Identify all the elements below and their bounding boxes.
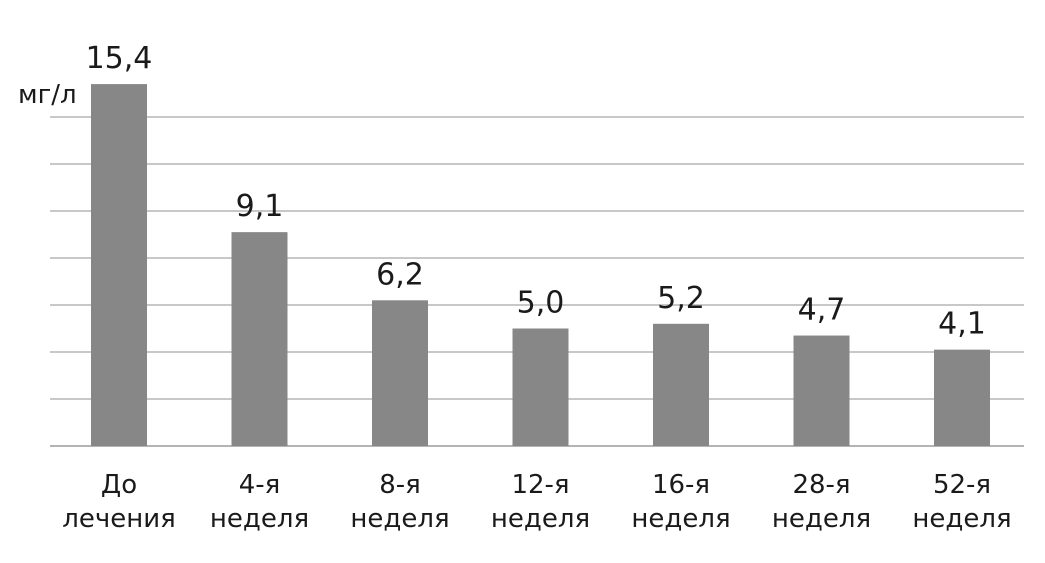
data-label: 15,4 (86, 41, 153, 76)
x-tick-label: неделя (772, 504, 871, 534)
data-label: 4,7 (798, 293, 846, 328)
bar (372, 300, 428, 446)
bar (91, 84, 147, 446)
bar (653, 323, 709, 446)
x-tick-label: 28-я (792, 470, 850, 500)
data-label: 4,1 (938, 307, 986, 342)
bar (512, 328, 569, 446)
x-tick-label: неделя (350, 504, 449, 534)
x-tick-label: неделя (631, 504, 730, 534)
value-labels: 15,4 9,1 6,2 5,0 5,2 4,7 4,1 (86, 41, 986, 342)
bar (231, 232, 288, 446)
bar (793, 335, 850, 446)
x-tick-label: неделя (491, 504, 590, 534)
x-tick-label: 8-я (379, 470, 421, 500)
x-tick-label: 16-я (652, 470, 710, 500)
x-tick-label: 4-я (239, 470, 281, 500)
x-tick-label: До (101, 470, 137, 500)
data-label: 6,2 (376, 257, 424, 292)
x-tick-label: 52-я (933, 470, 991, 500)
x-tick-label: неделя (210, 504, 309, 534)
x-tick-label: 12-я (511, 470, 569, 500)
x-tick-label: лечения (62, 504, 176, 534)
bars (91, 84, 990, 446)
y-unit-label: мг/л (18, 80, 77, 110)
data-label: 9,1 (236, 189, 284, 224)
data-label: 5,0 (517, 286, 565, 321)
bar (934, 349, 990, 446)
data-label: 5,2 (657, 281, 705, 316)
x-tick-label: неделя (912, 504, 1011, 534)
x-tick-labels: До лечения 4-я неделя 8-я неделя 12-я неделя 16-… (62, 470, 1011, 534)
